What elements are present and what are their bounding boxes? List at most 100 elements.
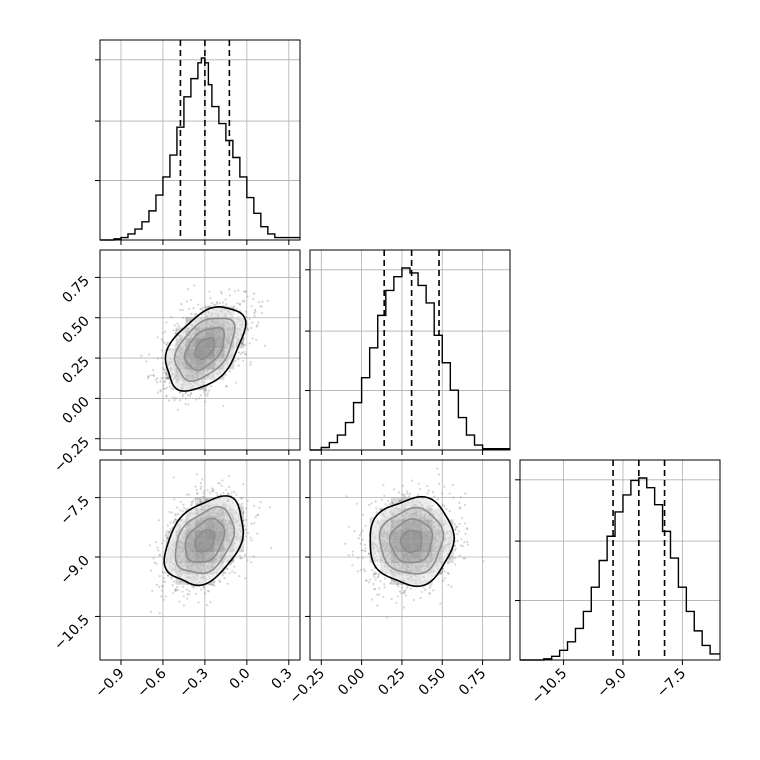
scatter-point: [447, 562, 450, 565]
scatter-point: [241, 502, 244, 505]
scatter-point: [162, 576, 165, 580]
scatter-point: [164, 330, 167, 333]
scatter-point: [187, 394, 190, 397]
scatter-point: [206, 392, 209, 395]
x-tick-label: −0.3: [176, 666, 211, 701]
scatter-point: [206, 394, 209, 397]
scatter-point: [383, 494, 386, 497]
scatter-point: [461, 516, 464, 520]
scatter-point: [399, 499, 402, 502]
scatter-point: [158, 575, 161, 578]
scatter-point: [181, 393, 184, 396]
scatter-point: [173, 580, 176, 583]
scatter-point: [164, 595, 167, 598]
scatter-point: [373, 588, 376, 591]
scatter-point: [160, 595, 163, 598]
histogram-panel-0: [95, 39, 301, 245]
scatter-point: [368, 503, 371, 507]
scatter-point: [161, 542, 164, 545]
scatter-point: [428, 586, 432, 589]
scatter-point: [156, 357, 159, 360]
scatter-point: [176, 408, 180, 412]
scatter-point: [185, 493, 189, 496]
scatter-point: [187, 307, 191, 310]
scatter-point: [255, 325, 258, 328]
scatter-point: [204, 386, 207, 389]
scatter-point: [168, 381, 171, 385]
scatter-point: [174, 518, 177, 521]
scatter-point: [256, 532, 259, 535]
scatter-point: [255, 338, 258, 341]
y-tick-label: 0.50: [59, 313, 92, 346]
scatter-point: [244, 310, 247, 313]
scatter-point: [412, 598, 416, 602]
scatter-point: [396, 595, 400, 598]
scatter-point: [205, 389, 208, 392]
scatter-point: [245, 507, 248, 510]
scatter-point: [221, 574, 224, 577]
scatter-point: [190, 500, 193, 504]
scatter-point: [364, 524, 367, 527]
scatter-point: [189, 299, 192, 302]
scatter-point: [372, 573, 375, 576]
scatter-point: [219, 290, 223, 293]
scatter-point: [190, 503, 193, 507]
scatter-point: [162, 376, 165, 379]
scatter-point: [239, 504, 243, 507]
scatter-point: [443, 570, 446, 573]
scatter-point: [243, 350, 246, 353]
scatter-point: [242, 512, 245, 515]
scatter-point: [172, 520, 176, 523]
scatter-point: [162, 368, 165, 371]
scatter-point: [372, 582, 375, 586]
scatter-point: [402, 606, 406, 609]
scatter-point: [360, 531, 363, 534]
scatter-point: [182, 503, 185, 506]
scatter-point: [164, 377, 167, 380]
scatter-point: [168, 385, 171, 388]
scatter-point: [370, 569, 374, 572]
scatter-point: [244, 290, 247, 293]
scatter-point: [199, 497, 202, 500]
scatter-point: [160, 349, 164, 352]
scatter-point: [363, 543, 367, 546]
scatter-point: [161, 562, 164, 566]
y-tick-label: −0.25: [51, 434, 93, 476]
scatter-point: [173, 398, 176, 402]
scatter-point: [174, 518, 177, 521]
scatter-point: [170, 315, 173, 319]
scatter-point: [149, 569, 153, 572]
scatter-point: [163, 387, 166, 390]
scatter-point: [181, 395, 184, 398]
scatter-point: [156, 546, 159, 549]
scatter-point: [182, 595, 185, 598]
scatter-point: [252, 297, 255, 300]
scatter-point: [203, 389, 207, 392]
scatter-point: [147, 374, 150, 378]
scatter-point: [182, 604, 186, 607]
scatter-point: [252, 292, 256, 295]
scatter-point: [177, 589, 180, 592]
scatter-point: [154, 540, 158, 544]
scatter-point: [375, 572, 378, 575]
scatter-point: [238, 554, 242, 557]
scatter-point: [164, 372, 168, 375]
scatter-point: [355, 502, 358, 505]
scatter-point: [170, 576, 173, 579]
scatter-point: [359, 542, 362, 545]
scatter-point: [411, 479, 414, 482]
scatter-point: [174, 514, 177, 517]
scatter-point: [189, 318, 192, 321]
scatter-panel-2: −0.25 0.00 0.25 0.50 0.75: [286, 459, 511, 707]
scatter-point: [250, 561, 253, 564]
histogram-step-line: [100, 57, 300, 241]
scatter-point: [174, 332, 177, 335]
scatter-point: [369, 517, 372, 520]
scatter-point: [167, 377, 170, 380]
scatter-point: [189, 394, 192, 398]
scatter-point: [165, 377, 168, 380]
scatter-point: [186, 593, 189, 596]
scatter-point: [254, 515, 257, 519]
scatter-point: [357, 556, 360, 559]
scatter-point: [347, 554, 350, 557]
